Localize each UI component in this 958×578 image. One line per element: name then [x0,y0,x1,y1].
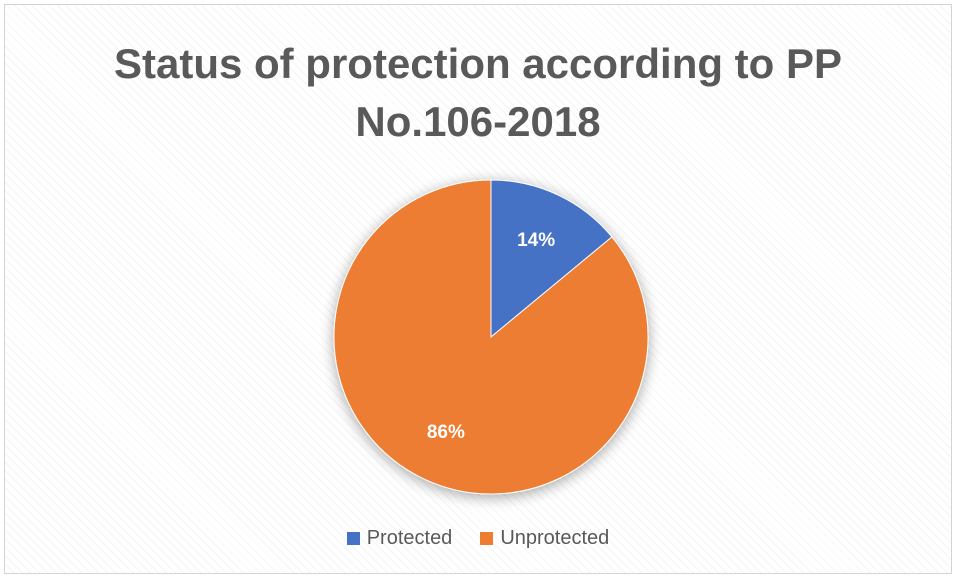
legend-label-unprotected: Unprotected [500,527,610,549]
chart-title-line-1: Status of protection according to PP [113,40,843,87]
data-label-unprotected: 86% [427,422,465,443]
legend-swatch-unprotected [480,532,494,545]
pie-slice-protected[interactable] [490,179,613,339]
legend-item-unprotected[interactable]: Unprotected [480,527,609,550]
chart-title-line-2: No.106-2018 [355,98,601,145]
data-label-protected: 14% [517,230,555,251]
chart-legend: Protected Unprotected [5,527,951,550]
legend-item-protected[interactable]: Protected [346,527,453,550]
pie-chart: 14% 86% [333,179,649,495]
chart-title: Status of protection according to PP No.… [5,35,951,151]
chart-area: Status of protection according to PP No.… [4,4,952,574]
legend-label-protected: Protected [366,527,453,549]
legend-swatch-protected [346,532,360,545]
pie-slice-unprotected[interactable] [333,179,649,495]
